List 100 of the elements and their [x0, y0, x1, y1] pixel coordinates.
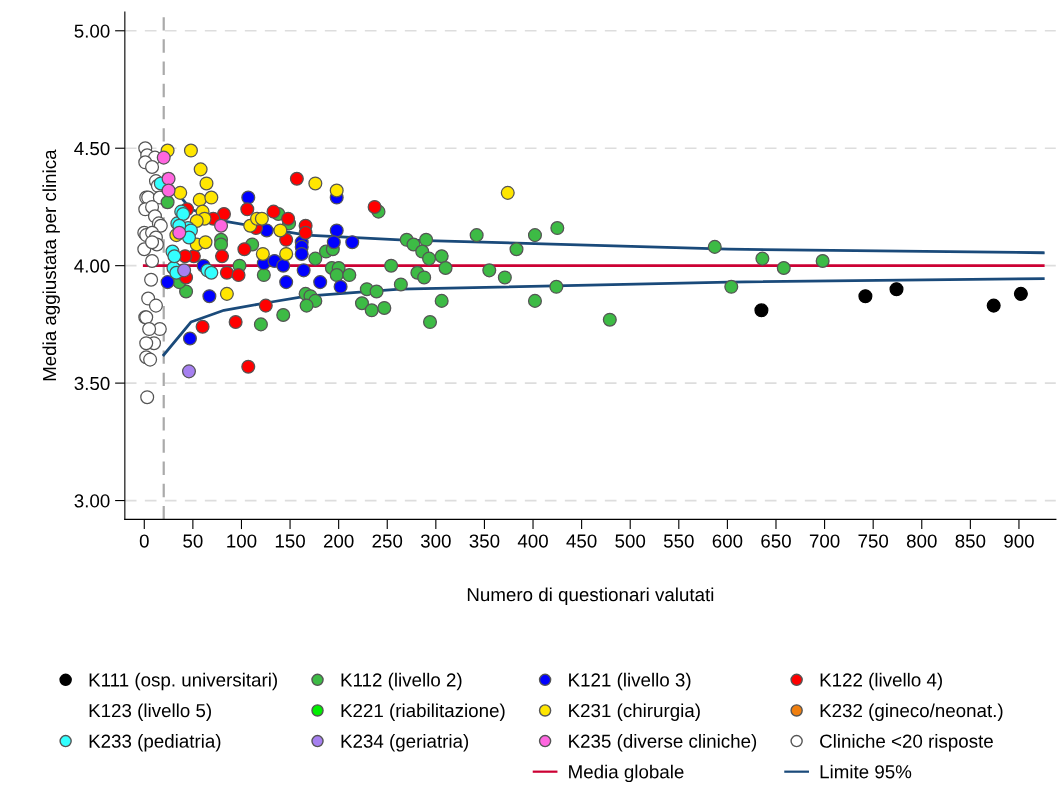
- y-tick-label: 5.00: [74, 24, 110, 38]
- point: [179, 284, 194, 299]
- x-tick-label: 150: [275, 534, 305, 548]
- point: [527, 293, 542, 308]
- point: [296, 263, 311, 278]
- point: [160, 275, 175, 290]
- text: K123 (livello 5): [89, 703, 211, 721]
- x-tick-label: 600: [712, 534, 743, 548]
- point: [214, 237, 229, 252]
- point: [602, 312, 617, 327]
- point: [417, 270, 432, 285]
- point: [167, 249, 182, 264]
- point: [160, 195, 175, 210]
- legend-label: K235 (diverse cliniche): [569, 734, 757, 752]
- point: [342, 268, 357, 283]
- point: [482, 263, 497, 278]
- point: [393, 277, 408, 292]
- point: [377, 300, 392, 315]
- point: [173, 185, 188, 200]
- legend-label: K122 (livello 4): [820, 672, 942, 691]
- point: [204, 265, 219, 280]
- point: [256, 268, 271, 283]
- point: [145, 159, 160, 175]
- point: [219, 286, 234, 301]
- point: [140, 390, 155, 405]
- point: [204, 190, 219, 205]
- point: [755, 251, 770, 266]
- point: [273, 223, 288, 238]
- y-axis-title: Media aggiustata per clinica: [42, 149, 60, 381]
- point: [253, 317, 268, 332]
- point: [298, 225, 313, 240]
- point: [889, 282, 904, 297]
- point: [148, 298, 163, 313]
- x-tick-label: 550: [663, 534, 694, 548]
- point: [276, 258, 291, 273]
- point: [240, 202, 255, 217]
- point: [145, 235, 160, 250]
- x-tick-label: 700: [809, 534, 840, 548]
- point: [367, 199, 382, 214]
- y-tick-label: 4.00: [74, 259, 110, 273]
- point: [422, 315, 438, 330]
- point: [384, 258, 399, 273]
- point: [199, 176, 214, 191]
- point: [329, 183, 344, 198]
- x-tick-label: 500: [615, 534, 646, 548]
- point: [258, 298, 273, 313]
- point: [241, 359, 256, 374]
- legend-label: K231 (chirurgia): [569, 703, 700, 721]
- point: [143, 352, 158, 367]
- point: [215, 249, 230, 264]
- point: [231, 268, 246, 283]
- point: [219, 265, 234, 280]
- point: [497, 270, 512, 285]
- point: [364, 303, 379, 318]
- legend-label: K234 (geriatria): [341, 734, 469, 752]
- point: [707, 239, 722, 254]
- x-tick-label: 350: [469, 534, 500, 548]
- point: [228, 315, 243, 330]
- point: [509, 242, 524, 257]
- legend-label: Cliniche <20 risposte: [820, 734, 993, 752]
- point: [313, 275, 328, 290]
- point: [527, 228, 542, 243]
- point: [202, 289, 217, 304]
- point: [142, 322, 157, 337]
- point: [289, 171, 304, 186]
- point: [139, 336, 154, 351]
- point: [434, 293, 449, 308]
- legend-label: K232 (gineco/neonat.): [820, 703, 1003, 721]
- point: [195, 319, 210, 334]
- point: [724, 279, 739, 294]
- point: [326, 235, 341, 250]
- point: [279, 275, 294, 290]
- x-tick-label: 200: [323, 534, 354, 548]
- legend-label: Media globale: [569, 764, 684, 783]
- point: [422, 251, 437, 266]
- x-tick-label: 0: [139, 534, 149, 548]
- point: [986, 298, 1001, 313]
- point: [308, 176, 323, 191]
- point: [145, 253, 160, 268]
- x-tick-label: 750: [858, 534, 889, 548]
- point: [241, 190, 256, 205]
- legend-label: K121 (livello 3): [569, 672, 691, 691]
- point: [333, 279, 348, 294]
- point: [193, 162, 208, 177]
- point: [182, 331, 197, 346]
- point: [434, 249, 449, 264]
- point: [161, 183, 176, 198]
- legend-label: K221 (riabilitazione): [341, 703, 505, 721]
- point: [345, 235, 360, 250]
- point: [438, 260, 453, 276]
- x-tick-label: 100: [227, 534, 257, 548]
- point: [549, 279, 564, 294]
- point: [329, 268, 344, 283]
- x-tick-label: 450: [566, 534, 597, 548]
- point: [469, 228, 484, 243]
- point: [369, 284, 384, 299]
- x-tick-label: 300: [420, 534, 451, 548]
- y-tick-label: 3.00: [74, 494, 110, 508]
- point: [1013, 286, 1028, 301]
- point: [181, 364, 197, 379]
